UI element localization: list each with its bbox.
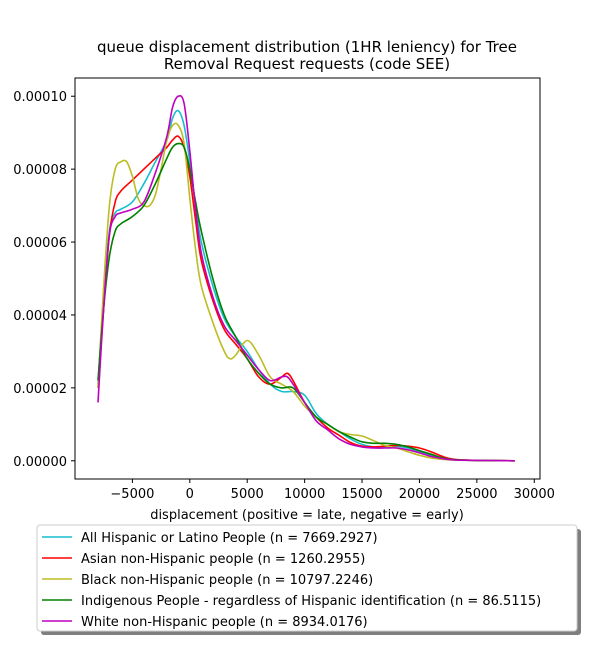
y-tick-label: 0.00004 (13, 309, 67, 324)
legend-label-1: Asian non-Hispanic people (n = 1260.2955… (81, 552, 365, 567)
legend-box (36, 524, 578, 632)
x-tick-label: −5000 (110, 487, 154, 502)
legend-label-2: Black non-Hispanic people (n = 10797.224… (81, 573, 373, 588)
x-ticks: −5000 0 5000 10000 15000 20000 25000 30000 (110, 479, 555, 502)
y-tick-label: 0.00010 (13, 90, 67, 105)
x-tick-label: 10000 (284, 487, 325, 502)
x-axis-label: displacement (positive = late, negative … (150, 508, 464, 523)
x-tick-label: 5000 (231, 487, 264, 502)
legend-label-3: Indigenous People - regardless of Hispan… (81, 594, 541, 609)
chart-title-line-2: Removal Request requests (code SEE) (164, 55, 450, 73)
legend-entries: All Hispanic or Latino People (n = 7669.… (42, 531, 541, 630)
x-tick-label: 20000 (399, 487, 440, 502)
plot-frame (74, 77, 541, 480)
series-layer (97, 95, 515, 462)
x-tick-label: 0 (186, 487, 194, 502)
x-tick-label: 30000 (514, 487, 555, 502)
series-line-3 (97, 142, 515, 462)
series-line-1 (97, 135, 515, 462)
legend: All Hispanic or Latino People (n = 7669.… (36, 524, 581, 635)
legend-label-0: All Hispanic or Latino People (n = 7669.… (81, 531, 378, 546)
y-tick-label: 0.00008 (13, 163, 67, 178)
y-tick-label: 0.00006 (13, 236, 67, 251)
y-ticks: 0.00000 0.00002 0.00004 0.00006 0.00008 0.000… (13, 90, 75, 470)
x-tick-label: 15000 (341, 487, 382, 502)
y-tick-label: 0.00000 (13, 455, 67, 470)
legend-label-4: White non-Hispanic people (n = 8934.0176… (81, 615, 368, 630)
chart-title-line-1: queue displacement distribution (1HR len… (97, 38, 517, 56)
x-tick-label: 25000 (456, 487, 497, 502)
series-line-4 (97, 95, 515, 462)
y-tick-label: 0.00002 (13, 382, 67, 397)
